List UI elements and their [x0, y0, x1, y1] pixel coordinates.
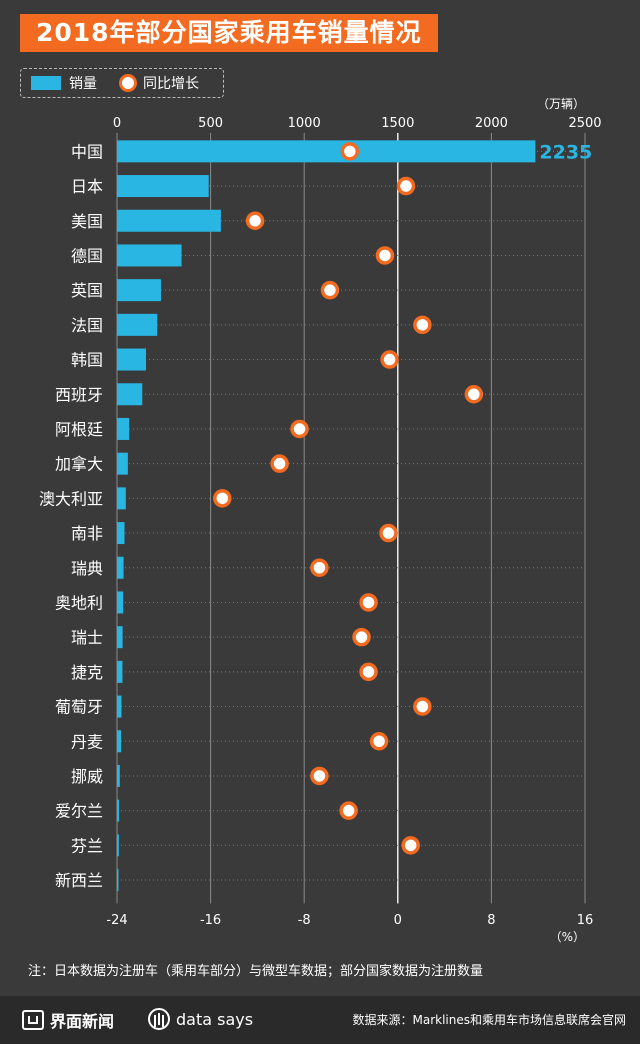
growth-dot — [340, 142, 360, 161]
legend: 销量 同比增长 — [20, 68, 224, 98]
growth-dot — [270, 454, 289, 473]
category-label: 捷克 — [71, 663, 103, 682]
legend-bar-swatch — [31, 76, 61, 90]
sales-bar — [117, 244, 182, 267]
category-label: 新西兰 — [55, 871, 103, 890]
top-tick-label: 2000 — [475, 116, 508, 131]
sales-bar — [117, 383, 143, 406]
growth-dot — [379, 523, 398, 543]
sales-bar — [117, 175, 209, 198]
brand-jiemian-label: 界面新闻 — [50, 1012, 115, 1031]
jiemian-logo-icon — [22, 1010, 44, 1030]
category-label: 芬兰 — [71, 836, 103, 855]
growth-dot — [352, 627, 371, 647]
sales-bar — [117, 695, 122, 718]
sales-bar — [117, 834, 119, 857]
bottom-tick-label: 8 — [487, 913, 495, 928]
growth-dot — [375, 246, 395, 265]
category-label: 韩国 — [71, 351, 103, 370]
brand-jiemian: 界面新闻 — [22, 1008, 114, 1032]
growth-dot — [290, 419, 309, 439]
growth-dot — [369, 732, 389, 751]
bottom-tick-label: -8 — [298, 913, 311, 928]
sales-bar — [117, 626, 123, 649]
sales-bar — [117, 556, 124, 579]
category-label: 阿根廷 — [55, 420, 103, 439]
sales-bar — [117, 730, 122, 753]
sales-bar — [117, 417, 130, 440]
growth-dot — [339, 801, 358, 820]
growth-dot — [213, 489, 232, 508]
category-label: 奥地利 — [55, 593, 103, 612]
sales-bar — [117, 313, 158, 336]
bottom-tick-label: 16 — [577, 913, 594, 928]
category-label: 美国 — [71, 212, 103, 231]
chart-note: 注：日本数据为注册车（乘用车部分）与微型车数据；部分国家数据为注册数量 — [28, 964, 484, 979]
top-tick-label: 1500 — [381, 116, 414, 131]
growth-dot — [396, 176, 416, 196]
sales-bar — [117, 591, 124, 614]
data-label-china: 2235 — [539, 141, 592, 163]
datasays-logo-icon — [148, 1008, 170, 1030]
chart-title: 2018年部分国家乘用车销量情况 — [20, 14, 438, 52]
top-axis-unit: （万辆） — [537, 97, 585, 111]
category-label: 德国 — [71, 246, 103, 265]
top-tick-label: 500 — [198, 116, 223, 131]
category-label: 法国 — [71, 316, 103, 335]
legend-bar-label: 销量 — [69, 76, 97, 92]
category-label: 澳大利亚 — [39, 489, 103, 508]
category-label: 英国 — [71, 281, 103, 300]
growth-dot — [359, 593, 378, 612]
legend-dot-label: 同比增长 — [143, 76, 199, 92]
footer: 界面新闻 data says 数据来源：Marklines和乘用车市场信息联席会… — [0, 996, 640, 1044]
brand-datasays: data says — [148, 1008, 253, 1030]
legend-dot-marker — [119, 74, 137, 92]
category-label: 南非 — [71, 524, 103, 543]
growth-dot — [310, 766, 329, 786]
brand-datasays-label: data says — [176, 1009, 254, 1029]
bottom-tick-label: -16 — [200, 913, 221, 928]
category-label: 丹麦 — [71, 732, 103, 751]
category-label: 葡萄牙 — [55, 698, 103, 717]
chart-area: 0 500 1000 1500 2000 2500 （万辆） -24 -16 -8 0 8 16 （%） 中… — [39, 97, 602, 944]
category-label: 中国 — [71, 142, 103, 161]
growth-dot — [245, 211, 265, 230]
sales-bar — [117, 140, 536, 163]
category-label: 日本 — [71, 177, 103, 196]
top-tick-label: 0 — [113, 116, 121, 131]
sales-bar — [117, 279, 161, 302]
top-tick-label: 1000 — [288, 116, 321, 131]
data-source: 数据来源：Marklines和乘用车市场信息联席会官网 — [352, 1013, 627, 1027]
growth-dot — [401, 836, 420, 855]
bottom-tick-label: -24 — [106, 913, 127, 928]
growth-dot — [310, 558, 329, 577]
sales-bar — [117, 869, 119, 892]
category-label: 加拿大 — [55, 455, 103, 474]
sales-bar — [117, 522, 125, 545]
sales-bar — [117, 660, 123, 683]
growth-dot — [464, 385, 484, 404]
category-label: 瑞士 — [71, 628, 103, 647]
category-label: 瑞典 — [71, 559, 103, 578]
sales-bar — [117, 452, 128, 475]
sales-bar — [117, 348, 147, 371]
sales-bar — [117, 487, 126, 510]
sales-bar — [117, 209, 221, 232]
growth-dot — [380, 350, 399, 369]
growth-dot — [413, 315, 432, 335]
category-label: 挪威 — [71, 767, 103, 786]
category-label: 西班牙 — [55, 385, 103, 404]
growth-dot — [359, 662, 378, 682]
bottom-axis-unit: （%） — [550, 930, 585, 944]
top-tick-label: 2500 — [568, 116, 601, 131]
growth-dot — [320, 280, 340, 300]
growth-dot — [413, 697, 432, 716]
sales-bar — [117, 799, 120, 822]
category-label: 爱尔兰 — [55, 802, 103, 821]
sales-bar — [117, 764, 120, 787]
bottom-tick-label: 0 — [394, 913, 402, 928]
